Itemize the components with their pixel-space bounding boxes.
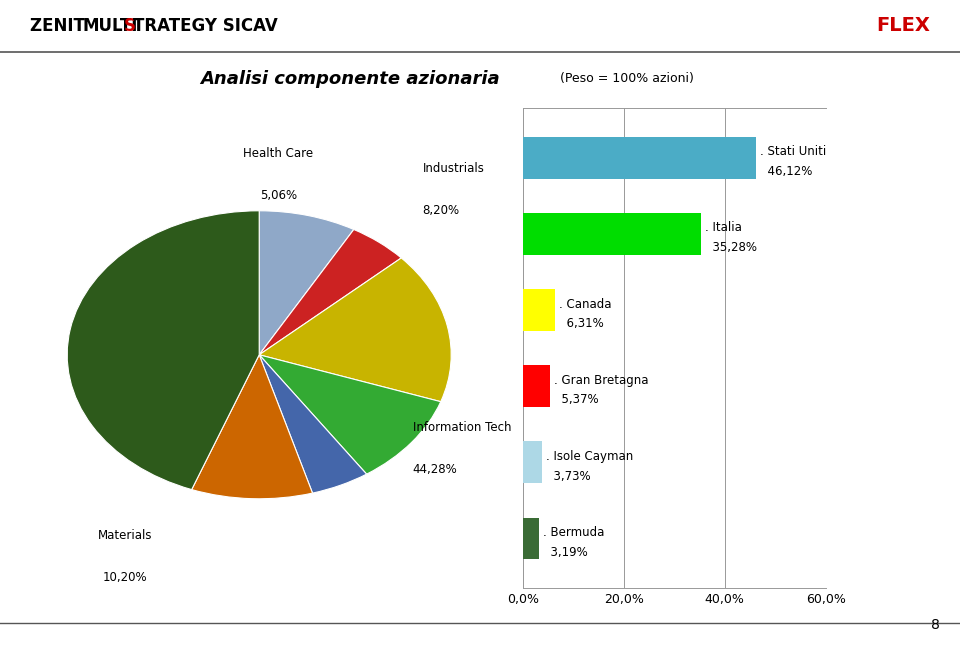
Text: 8,20%: 8,20% — [422, 204, 460, 217]
Text: Industrials: Industrials — [422, 162, 484, 175]
Bar — [523, 442, 542, 484]
Text: S: S — [124, 17, 136, 35]
Bar — [523, 289, 555, 331]
Wedge shape — [192, 355, 313, 499]
Text: 3,73%: 3,73% — [546, 470, 590, 483]
Text: 44,28%: 44,28% — [413, 463, 458, 476]
Bar — [523, 137, 756, 179]
Text: 10,20%: 10,20% — [103, 571, 147, 584]
Text: 5,37%: 5,37% — [554, 394, 599, 407]
Text: 6,31%: 6,31% — [559, 317, 604, 330]
Wedge shape — [259, 355, 441, 474]
Text: (Peso = 100% azioni): (Peso = 100% azioni) — [560, 72, 694, 85]
Text: 8: 8 — [931, 618, 940, 632]
Bar — [523, 365, 550, 407]
Text: Health Care: Health Care — [243, 147, 314, 160]
Text: . Canada: . Canada — [559, 298, 612, 311]
Wedge shape — [259, 355, 367, 493]
Wedge shape — [67, 211, 259, 489]
Text: . Bermuda: . Bermuda — [543, 526, 605, 539]
Text: . Isole Cayman: . Isole Cayman — [546, 450, 634, 463]
Text: Analisi componente azionaria: Analisi componente azionaria — [201, 70, 500, 88]
Text: TRATEGY SICAV: TRATEGY SICAV — [133, 17, 277, 35]
Text: . Gran Bretagna: . Gran Bretagna — [554, 374, 649, 387]
Text: Materials: Materials — [98, 529, 152, 542]
Text: MULTI: MULTI — [82, 17, 137, 35]
Wedge shape — [259, 229, 401, 355]
Text: 35,28%: 35,28% — [705, 241, 757, 254]
Wedge shape — [259, 258, 451, 401]
Text: . Italia: . Italia — [705, 221, 742, 235]
Wedge shape — [259, 211, 354, 355]
Bar — [523, 518, 540, 560]
Text: 5,06%: 5,06% — [260, 189, 297, 202]
Text: FLEX: FLEX — [876, 16, 930, 35]
Text: Information Tech: Information Tech — [413, 421, 512, 434]
Text: . Stati Uniti: . Stati Uniti — [759, 145, 826, 158]
Text: ZENIT: ZENIT — [30, 17, 90, 35]
Text: 46,12%: 46,12% — [759, 165, 812, 178]
Text: 3,19%: 3,19% — [543, 546, 588, 558]
Bar — [523, 213, 701, 255]
